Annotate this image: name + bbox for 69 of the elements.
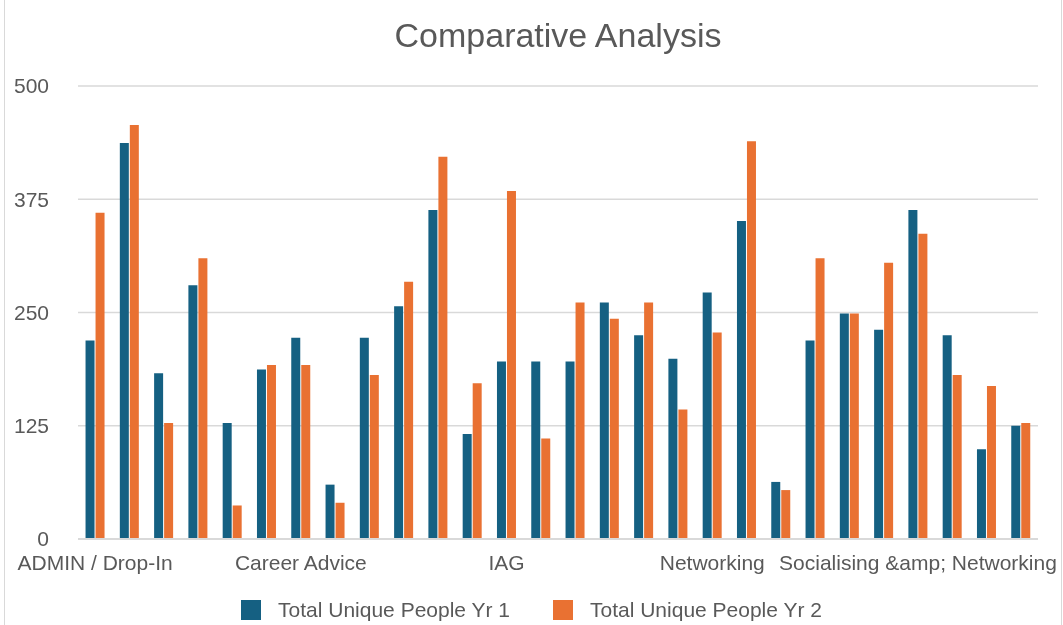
bar [805,340,815,539]
bar [325,484,335,539]
bar [119,143,129,539]
bar [874,329,884,539]
bar [266,365,276,539]
bar [438,156,448,539]
bar [154,373,164,539]
bar [668,358,678,539]
bar [164,423,174,539]
bar [634,335,644,539]
bar [942,335,952,539]
bar [95,212,105,539]
bar [952,375,962,539]
bar [1021,423,1031,539]
x-tick-label: ADMIN / Drop-In [17,550,173,574]
chart-title: Comparative Analysis [393,16,723,54]
bar [129,124,139,539]
bar [404,281,414,539]
bar [609,318,619,539]
bar [222,423,232,539]
y-tick-label: 500 [13,74,49,98]
bar [506,191,516,539]
bar [369,375,379,539]
x-tick-label: Networking [659,550,765,574]
bar [815,258,825,539]
bar [359,337,369,539]
bar [1011,425,1021,539]
bar [394,306,404,539]
bar [644,302,654,539]
bar [986,385,996,539]
bar [472,383,482,539]
bar [541,438,551,539]
x-tick-label: IAG [488,550,525,574]
bar [781,490,791,539]
x-tick-label: Career Advice [234,550,367,574]
bar [976,449,986,539]
bar [746,141,756,539]
y-tick-label: 0 [37,527,49,551]
bar [771,481,781,539]
bar [188,285,198,539]
y-tick-label: 375 [13,187,49,211]
bar [736,220,746,539]
bar [462,433,472,539]
bar [198,258,208,539]
bar [531,361,541,539]
bar [839,313,849,539]
legend-label: Total Unique People Yr 1 [278,597,510,623]
y-tick-label: 125 [13,414,49,438]
legend-label: Total Unique People Yr 2 [590,597,822,623]
bar [908,210,918,539]
y-tick-label: 250 [13,300,49,324]
bar [918,233,928,539]
bar [884,262,894,539]
bar [712,332,722,539]
bar [232,505,242,539]
bar [496,361,506,539]
bar [291,337,301,539]
bar [301,365,311,539]
bar [335,502,345,539]
bar [428,210,438,539]
bar [678,409,688,539]
bar [565,361,575,539]
bar [702,292,712,539]
bar [256,369,266,539]
bar [849,313,859,539]
bar [599,302,609,539]
bar [85,340,95,539]
x-tick-label: Socialising &amp; Networking [779,550,1057,574]
bar [575,302,585,539]
